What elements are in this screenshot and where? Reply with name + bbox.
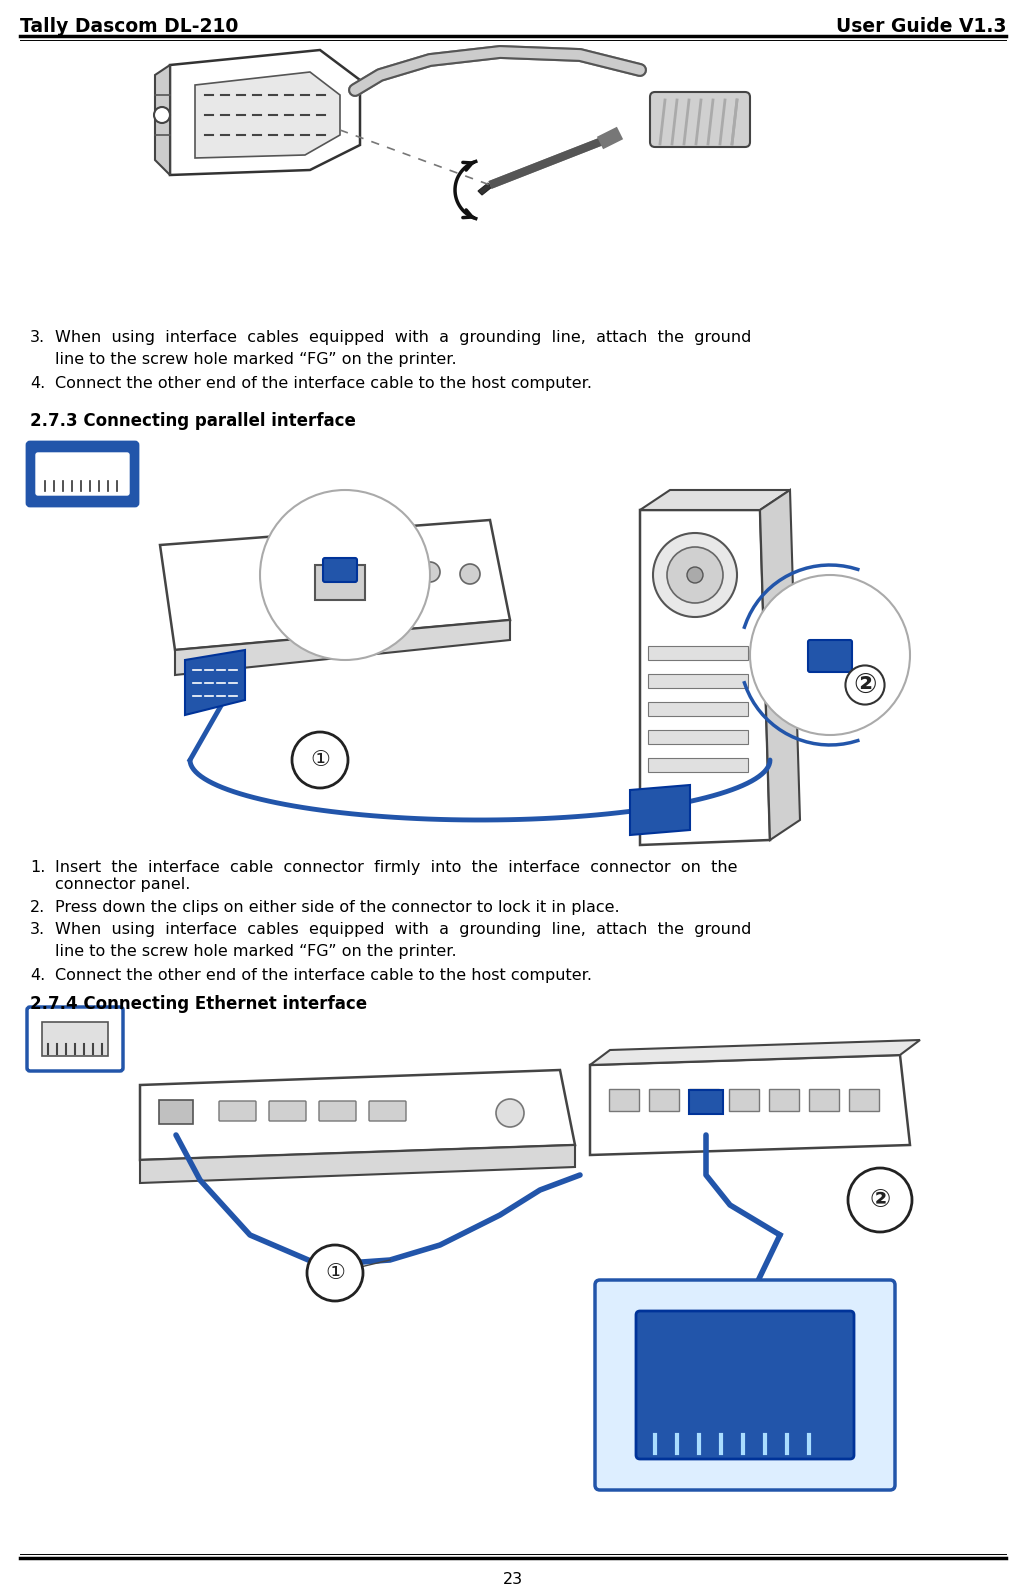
Polygon shape (590, 1041, 920, 1065)
Text: ①: ① (325, 1262, 345, 1283)
Text: ②: ② (869, 1187, 891, 1211)
FancyBboxPatch shape (650, 93, 750, 147)
Polygon shape (175, 619, 510, 675)
Circle shape (420, 562, 440, 583)
Text: 4.: 4. (30, 969, 45, 983)
FancyBboxPatch shape (369, 1101, 406, 1120)
Polygon shape (155, 65, 170, 176)
Circle shape (750, 575, 910, 736)
Polygon shape (195, 72, 340, 158)
Polygon shape (185, 650, 245, 715)
Polygon shape (640, 511, 770, 844)
Circle shape (653, 533, 737, 618)
Text: Insert  the  interface  cable  connector  firmly  into  the  interface  connecto: Insert the interface cable connector fir… (55, 860, 738, 892)
Circle shape (307, 1245, 363, 1301)
Text: 2.: 2. (30, 900, 45, 915)
Polygon shape (630, 785, 690, 835)
FancyBboxPatch shape (323, 559, 357, 583)
Text: Connect the other end of the interface cable to the host computer.: Connect the other end of the interface c… (55, 377, 592, 391)
Circle shape (260, 490, 430, 661)
FancyBboxPatch shape (808, 1088, 839, 1111)
Text: 4.: 4. (30, 377, 45, 391)
Polygon shape (640, 490, 790, 511)
Bar (648, 646, 748, 661)
FancyBboxPatch shape (42, 1021, 108, 1057)
Circle shape (496, 1100, 524, 1127)
FancyBboxPatch shape (808, 640, 852, 672)
Text: 2.7.3 Connecting parallel interface: 2.7.3 Connecting parallel interface (30, 412, 356, 429)
Circle shape (687, 567, 703, 583)
Bar (648, 758, 748, 772)
Polygon shape (478, 184, 492, 195)
Text: Press down the clips on either side of the connector to lock it in place.: Press down the clips on either side of t… (55, 900, 620, 915)
FancyBboxPatch shape (689, 1088, 719, 1111)
Text: line to the screw hole marked “FG” on the printer.: line to the screw hole marked “FG” on th… (55, 943, 457, 959)
Text: Tally Dascom DL-210: Tally Dascom DL-210 (19, 16, 238, 35)
Bar (315, 565, 365, 600)
FancyBboxPatch shape (27, 1007, 123, 1071)
FancyBboxPatch shape (849, 1088, 879, 1111)
FancyBboxPatch shape (319, 1101, 356, 1120)
Bar (648, 674, 748, 688)
Text: ②: ② (854, 670, 877, 699)
Text: 1.: 1. (30, 860, 45, 875)
Bar (648, 729, 748, 744)
FancyBboxPatch shape (36, 453, 129, 495)
Text: line to the screw hole marked “FG” on the printer.: line to the screw hole marked “FG” on th… (55, 353, 457, 367)
Circle shape (667, 547, 723, 603)
FancyBboxPatch shape (609, 1088, 639, 1111)
Circle shape (154, 107, 170, 123)
Polygon shape (140, 1069, 575, 1160)
FancyBboxPatch shape (595, 1280, 895, 1491)
FancyBboxPatch shape (770, 1088, 799, 1111)
Bar (648, 702, 748, 717)
FancyBboxPatch shape (27, 442, 139, 506)
Text: Connect the other end of the interface cable to the host computer.: Connect the other end of the interface c… (55, 969, 592, 983)
Text: 3.: 3. (30, 922, 45, 937)
Circle shape (380, 560, 400, 579)
FancyBboxPatch shape (689, 1090, 723, 1114)
Circle shape (460, 563, 480, 584)
Text: When  using  interface  cables  equipped  with  a  grounding  line,  attach  the: When using interface cables equipped wit… (55, 330, 751, 345)
Polygon shape (140, 1144, 575, 1183)
FancyBboxPatch shape (636, 1310, 854, 1459)
Text: 23: 23 (503, 1572, 523, 1588)
Polygon shape (760, 490, 800, 839)
FancyBboxPatch shape (729, 1088, 759, 1111)
Text: 2.7.4 Connecting Ethernet interface: 2.7.4 Connecting Ethernet interface (30, 994, 367, 1013)
Circle shape (292, 733, 348, 788)
FancyBboxPatch shape (219, 1101, 256, 1120)
Polygon shape (590, 1055, 910, 1156)
Text: 3.: 3. (30, 330, 45, 345)
FancyBboxPatch shape (269, 1101, 306, 1120)
FancyBboxPatch shape (649, 1088, 679, 1111)
Text: ①: ① (310, 750, 330, 769)
Polygon shape (160, 520, 510, 650)
FancyBboxPatch shape (159, 1100, 193, 1124)
Text: User Guide V1.3: User Guide V1.3 (835, 16, 1007, 35)
Text: When  using  interface  cables  equipped  with  a  grounding  line,  attach  the: When using interface cables equipped wit… (55, 922, 751, 937)
Circle shape (849, 1168, 912, 1232)
Polygon shape (170, 49, 360, 176)
